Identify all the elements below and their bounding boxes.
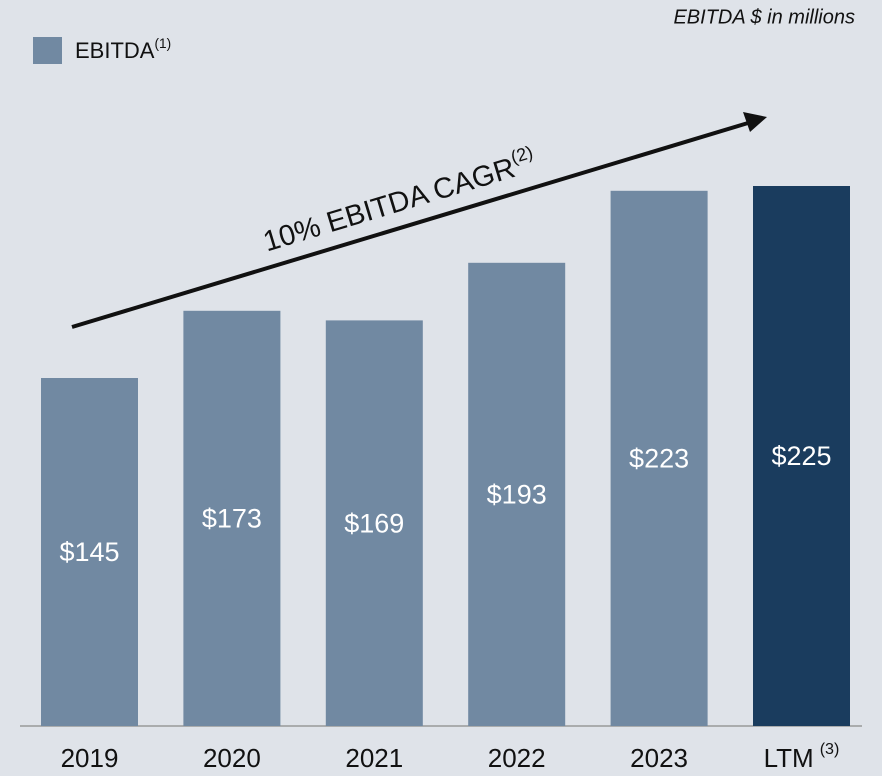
legend-footnote: (1): [154, 36, 171, 51]
value-label: $223: [629, 444, 689, 474]
value-label: $173: [202, 504, 262, 534]
value-label: $225: [771, 441, 831, 471]
bar: [183, 310, 281, 726]
x-tick-label: LTM (3): [764, 740, 840, 773]
x-tick-label: 2020: [203, 743, 261, 773]
subtitle: EBITDA $ in millions: [673, 6, 855, 28]
x-tick-label: 2021: [345, 743, 403, 773]
category: 2023: [630, 743, 688, 773]
category: 2019: [61, 743, 119, 773]
legend-swatch: [33, 37, 62, 64]
x-tick-label: 2022: [488, 743, 546, 773]
trend-arrow: [71, 121, 749, 329]
category: 2022: [488, 743, 546, 773]
value-label: $193: [487, 480, 547, 510]
x-tick-label: 2019: [61, 743, 119, 773]
category: LTM: [764, 743, 814, 773]
bar: [753, 186, 850, 726]
legend-text: EBITDA: [75, 38, 155, 63]
bar: [610, 190, 708, 727]
category: 2021: [345, 743, 403, 773]
bar: [468, 262, 566, 726]
legend-label: EBITDA(1): [75, 36, 171, 63]
value-label: $169: [344, 508, 404, 538]
arrow-head: [743, 112, 767, 132]
annotation-footnote: (2): [508, 142, 535, 167]
x-tick-label: 2023: [630, 743, 688, 773]
bar: [41, 378, 138, 726]
bar: [325, 320, 423, 726]
value-label: $145: [59, 537, 119, 567]
category-footnote: (3): [820, 740, 840, 758]
category: 2020: [203, 743, 261, 773]
